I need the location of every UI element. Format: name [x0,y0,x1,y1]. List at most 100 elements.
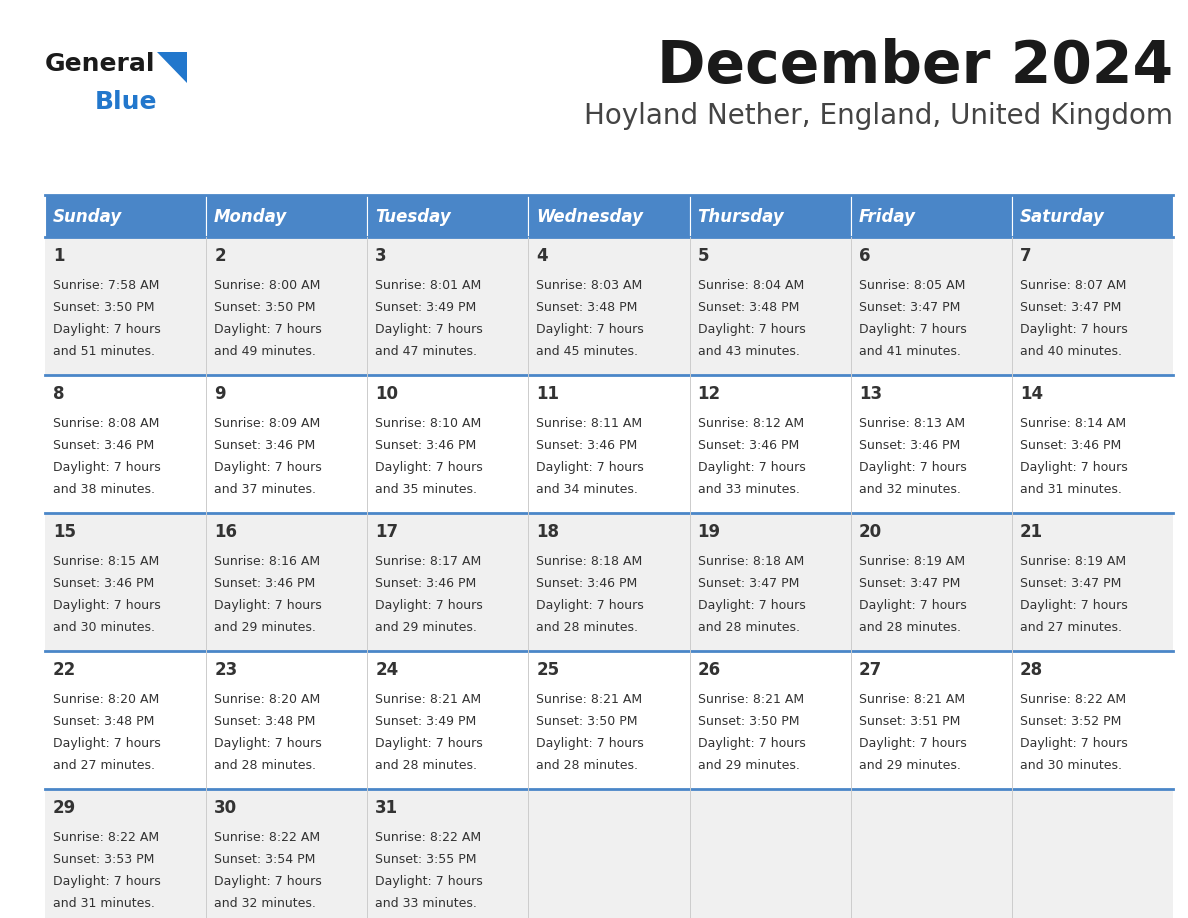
Text: Sunrise: 8:22 AM: Sunrise: 8:22 AM [375,831,481,844]
Text: Daylight: 7 hours: Daylight: 7 hours [214,875,322,888]
Text: Daylight: 7 hours: Daylight: 7 hours [697,461,805,474]
Text: Sunset: 3:51 PM: Sunset: 3:51 PM [859,715,960,728]
Text: Sunset: 3:48 PM: Sunset: 3:48 PM [537,301,638,314]
Text: Daylight: 7 hours: Daylight: 7 hours [53,737,160,750]
Text: Sunrise: 8:07 AM: Sunrise: 8:07 AM [1019,279,1126,292]
Bar [45,513,1173,651]
Text: Sunset: 3:48 PM: Sunset: 3:48 PM [697,301,800,314]
Text: 18: 18 [537,523,560,541]
Text: 11: 11 [537,385,560,403]
Text: Sunset: 3:46 PM: Sunset: 3:46 PM [697,439,798,452]
Text: Daylight: 7 hours: Daylight: 7 hours [537,461,644,474]
Text: 23: 23 [214,661,238,679]
Text: 8: 8 [53,385,64,403]
Text: Sunrise: 8:11 AM: Sunrise: 8:11 AM [537,417,643,430]
Text: Sunset: 3:50 PM: Sunset: 3:50 PM [697,715,800,728]
Text: Sunset: 3:46 PM: Sunset: 3:46 PM [375,439,476,452]
Text: Sunrise: 8:21 AM: Sunrise: 8:21 AM [375,693,481,706]
Text: Sunset: 3:46 PM: Sunset: 3:46 PM [214,577,315,590]
Text: 12: 12 [697,385,721,403]
Text: Sunrise: 8:21 AM: Sunrise: 8:21 AM [859,693,965,706]
Text: Sunrise: 8:16 AM: Sunrise: 8:16 AM [214,555,321,568]
Text: Sunset: 3:47 PM: Sunset: 3:47 PM [1019,301,1121,314]
Text: Daylight: 7 hours: Daylight: 7 hours [214,737,322,750]
Text: Sunrise: 8:22 AM: Sunrise: 8:22 AM [53,831,159,844]
Bar [45,789,1173,918]
Text: Daylight: 7 hours: Daylight: 7 hours [53,875,160,888]
Text: Daylight: 7 hours: Daylight: 7 hours [375,737,484,750]
Text: 27: 27 [859,661,881,679]
Text: Sunset: 3:46 PM: Sunset: 3:46 PM [537,577,638,590]
Bar [689,195,851,237]
Text: 29: 29 [53,799,76,817]
Text: 26: 26 [697,661,721,679]
Text: Daylight: 7 hours: Daylight: 7 hours [1019,737,1127,750]
Text: Daylight: 7 hours: Daylight: 7 hours [214,323,322,336]
Text: Daylight: 7 hours: Daylight: 7 hours [697,737,805,750]
Text: Sunrise: 8:10 AM: Sunrise: 8:10 AM [375,417,481,430]
Text: and 41 minutes.: and 41 minutes. [859,345,961,358]
Text: Daylight: 7 hours: Daylight: 7 hours [53,323,160,336]
Text: 5: 5 [697,247,709,265]
Polygon shape [157,52,187,83]
Text: Sunset: 3:47 PM: Sunset: 3:47 PM [1019,577,1121,590]
Text: Saturday: Saturday [1019,208,1105,226]
Text: Sunset: 3:48 PM: Sunset: 3:48 PM [53,715,154,728]
Text: Sunset: 3:46 PM: Sunset: 3:46 PM [214,439,315,452]
Text: and 33 minutes.: and 33 minutes. [697,483,800,496]
Text: 2: 2 [214,247,226,265]
Text: and 27 minutes.: and 27 minutes. [53,759,154,772]
Text: and 28 minutes.: and 28 minutes. [859,621,961,634]
Text: Sunrise: 8:00 AM: Sunrise: 8:00 AM [214,279,321,292]
Text: Sunrise: 8:18 AM: Sunrise: 8:18 AM [537,555,643,568]
Text: Daylight: 7 hours: Daylight: 7 hours [375,323,484,336]
Text: Sunset: 3:48 PM: Sunset: 3:48 PM [214,715,316,728]
Text: Sunrise: 8:03 AM: Sunrise: 8:03 AM [537,279,643,292]
Text: 31: 31 [375,799,398,817]
Text: 7: 7 [1019,247,1031,265]
Text: Sunday: Sunday [53,208,122,226]
Text: Daylight: 7 hours: Daylight: 7 hours [537,599,644,612]
Text: 22: 22 [53,661,76,679]
Text: Sunrise: 8:04 AM: Sunrise: 8:04 AM [697,279,804,292]
Text: Daylight: 7 hours: Daylight: 7 hours [697,599,805,612]
Text: Sunset: 3:49 PM: Sunset: 3:49 PM [375,301,476,314]
Text: Sunrise: 8:22 AM: Sunrise: 8:22 AM [1019,693,1126,706]
Text: and 51 minutes.: and 51 minutes. [53,345,154,358]
Text: Daylight: 7 hours: Daylight: 7 hours [537,323,644,336]
Text: Daylight: 7 hours: Daylight: 7 hours [375,875,484,888]
Text: Sunrise: 8:21 AM: Sunrise: 8:21 AM [537,693,643,706]
Text: 1: 1 [53,247,64,265]
Text: Sunrise: 7:58 AM: Sunrise: 7:58 AM [53,279,159,292]
Text: Sunset: 3:50 PM: Sunset: 3:50 PM [214,301,316,314]
Text: 16: 16 [214,523,238,541]
Bar [367,195,529,237]
Text: and 47 minutes.: and 47 minutes. [375,345,478,358]
Bar [529,195,689,237]
Text: Sunset: 3:47 PM: Sunset: 3:47 PM [859,301,960,314]
Text: Sunset: 3:46 PM: Sunset: 3:46 PM [1019,439,1121,452]
Text: and 40 minutes.: and 40 minutes. [1019,345,1121,358]
Text: 21: 21 [1019,523,1043,541]
Bar [1012,195,1173,237]
Text: Sunrise: 8:20 AM: Sunrise: 8:20 AM [53,693,159,706]
Text: Sunset: 3:52 PM: Sunset: 3:52 PM [1019,715,1121,728]
Text: Sunset: 3:50 PM: Sunset: 3:50 PM [53,301,154,314]
Text: and 29 minutes.: and 29 minutes. [859,759,961,772]
Text: and 28 minutes.: and 28 minutes. [375,759,478,772]
Text: Sunset: 3:47 PM: Sunset: 3:47 PM [859,577,960,590]
Text: and 38 minutes.: and 38 minutes. [53,483,154,496]
Text: and 28 minutes.: and 28 minutes. [214,759,316,772]
Text: Sunset: 3:53 PM: Sunset: 3:53 PM [53,853,154,866]
Text: 20: 20 [859,523,881,541]
Text: Sunset: 3:46 PM: Sunset: 3:46 PM [53,577,154,590]
Text: Sunset: 3:46 PM: Sunset: 3:46 PM [53,439,154,452]
Bar [45,195,207,237]
Text: and 29 minutes.: and 29 minutes. [375,621,478,634]
Text: Daylight: 7 hours: Daylight: 7 hours [1019,599,1127,612]
Text: 30: 30 [214,799,238,817]
Text: Sunrise: 8:18 AM: Sunrise: 8:18 AM [697,555,804,568]
Text: Sunrise: 8:22 AM: Sunrise: 8:22 AM [214,831,321,844]
Text: and 30 minutes.: and 30 minutes. [1019,759,1121,772]
Bar [45,651,1173,789]
